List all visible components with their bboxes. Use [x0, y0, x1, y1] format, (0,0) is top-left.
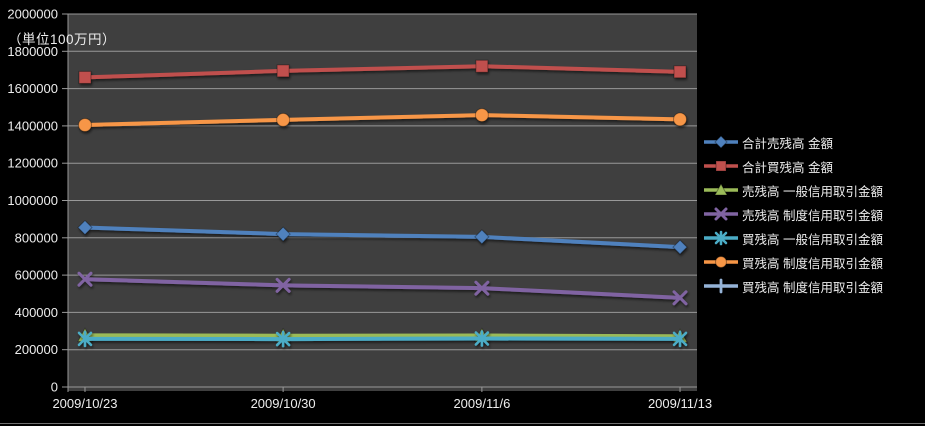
series-0: [77, 219, 688, 255]
legend-item-label: 買残高 制度信用取引金額: [742, 280, 883, 295]
data-point-square[interactable]: [78, 70, 92, 84]
y-tick-label: 1400000: [7, 118, 58, 133]
y-tick-label: 1600000: [7, 81, 58, 96]
y-tick-label: 2000000: [7, 7, 58, 22]
series-1: [78, 59, 687, 84]
legend-item-2[interactable]: 売残高 一般信用取引金額: [703, 178, 883, 202]
data-point-x[interactable]: [672, 290, 688, 306]
series-line[interactable]: [82, 225, 683, 250]
y-tick-label: 1000000: [7, 193, 58, 208]
legend-item-label: 合計売残高 金額: [742, 136, 833, 151]
data-point-x[interactable]: [77, 271, 93, 287]
axis-unit-label: （単位100万円）: [8, 32, 117, 47]
data-point-triangle[interactable]: [714, 182, 728, 196]
data-point-asterisk[interactable]: [275, 330, 291, 348]
legend-item-5[interactable]: 買残高 制度信用取引金額: [703, 250, 883, 274]
data-point-asterisk[interactable]: [672, 330, 688, 348]
series-line[interactable]: [82, 333, 683, 339]
legend-marker-icon: [704, 135, 738, 149]
legend-marker-icon: [704, 278, 738, 294]
y-tick-label: 600000: [15, 268, 58, 283]
legend-item-3[interactable]: 売残高 制度信用取引金額: [703, 202, 883, 226]
legend-marker-icon: [704, 207, 738, 221]
data-point-circle[interactable]: [715, 256, 727, 268]
data-point-circle[interactable]: [673, 112, 688, 127]
series-3: [77, 271, 688, 306]
legend-item-4[interactable]: 買残高 一般信用取引金額: [703, 226, 883, 250]
data-point-circle[interactable]: [474, 108, 489, 123]
legend-item-0[interactable]: 合計売残高 金額: [703, 130, 883, 154]
y-tick-label: 200000: [15, 342, 58, 357]
data-point-x[interactable]: [714, 207, 728, 221]
data-point-asterisk[interactable]: [77, 330, 93, 348]
data-point-diamond[interactable]: [714, 135, 728, 149]
data-point-x[interactable]: [275, 277, 291, 293]
data-point-circle[interactable]: [77, 117, 92, 132]
x-tick-label: 2009/11/6: [453, 396, 510, 411]
series-line[interactable]: [82, 277, 683, 300]
series-line[interactable]: [82, 336, 683, 342]
legend-marker-icon: [704, 160, 738, 172]
data-point-circle[interactable]: [276, 112, 291, 127]
data-point-asterisk[interactable]: [474, 330, 490, 347]
plot-background[interactable]: [68, 14, 697, 391]
y-tick-label: 800000: [15, 230, 58, 245]
series-5: [77, 108, 688, 132]
chart-bottom-border: [0, 423, 925, 424]
legend-item-label: 買残高 一般信用取引金額: [742, 232, 883, 247]
y-tick-label: 400000: [15, 305, 58, 320]
legend-item-1[interactable]: 合計買残高 金額: [703, 154, 883, 178]
series-line[interactable]: [82, 64, 683, 80]
series-line[interactable]: [82, 113, 683, 127]
legend-item-6[interactable]: 買残高 制度信用取引金額: [703, 274, 883, 298]
data-point-square[interactable]: [715, 160, 727, 172]
legend-marker-icon: [704, 230, 738, 246]
y-tick-label: 1200000: [7, 156, 58, 171]
legend-item-label: 合計買残高 金額: [742, 160, 833, 175]
x-tick-label: 2009/10/30: [251, 396, 316, 411]
data-point-square[interactable]: [276, 64, 290, 78]
legend-marker-icon: [704, 182, 738, 196]
x-tick-label: 2009/11/13: [648, 396, 712, 411]
x-tick-label: 2009/10/23: [52, 396, 117, 411]
data-point-diamond[interactable]: [474, 229, 490, 245]
data-point-plus[interactable]: [713, 278, 729, 294]
legend-item-label: 買残高 制度信用取引金額: [742, 256, 883, 271]
y-tick-label: 0: [51, 380, 58, 395]
series-4: [77, 330, 688, 348]
data-point-diamond[interactable]: [672, 239, 688, 255]
legend-item-label: 売残高 制度信用取引金額: [742, 208, 883, 223]
data-point-asterisk[interactable]: [714, 230, 728, 246]
data-point-diamond[interactable]: [77, 219, 93, 236]
data-point-diamond[interactable]: [275, 226, 291, 242]
legend-item-label: 売残高 一般信用取引金額: [742, 184, 883, 199]
y-tick-label: 1800000: [7, 44, 58, 59]
legend-marker-icon: [704, 256, 738, 268]
legend: 合計売残高 金額 合計買残高 金額 売残高 一般信用取引金額 売残高 制度信用取…: [703, 130, 883, 298]
data-point-square[interactable]: [475, 59, 489, 73]
data-point-x[interactable]: [474, 280, 490, 296]
data-point-square[interactable]: [673, 65, 687, 79]
